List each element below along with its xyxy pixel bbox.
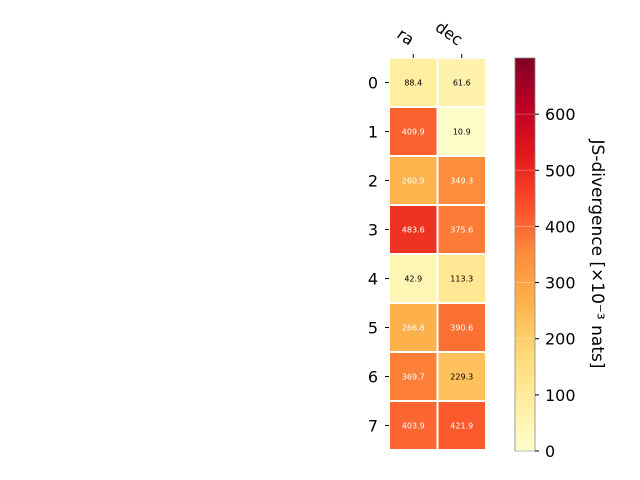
cell-value-label: 113.3	[450, 275, 473, 284]
colorbar-gradient	[514, 57, 536, 452]
cell-value-label: 229.3	[450, 373, 473, 382]
row-label: 2	[368, 172, 378, 191]
heatmap-cell-1-dec	[438, 108, 485, 155]
cell-value-label: 42.9	[404, 275, 422, 284]
heatmap-cell-5-ra	[390, 304, 437, 351]
heatmap-cell-2-ra	[390, 157, 437, 204]
row-label: 1	[368, 123, 378, 142]
heatmap-cell-3-ra	[390, 206, 437, 253]
heatmap-cell-7-dec	[438, 402, 485, 449]
cell-value-label: 409.9	[402, 128, 425, 137]
column-label: dec	[432, 17, 466, 49]
colorbar-label: JS-divergence [×10⁻³ nats]	[587, 139, 607, 369]
row-label: 3	[368, 221, 378, 240]
cell-value-label: 390.6	[450, 324, 473, 333]
row-label: 5	[368, 319, 378, 338]
colorbar-tick-label: 100	[545, 386, 576, 405]
heatmap-cell-0-dec	[438, 59, 485, 106]
colorbar-tick-label: 500	[545, 161, 576, 180]
colorbar-tick-label: 300	[545, 274, 576, 293]
cell-value-label: 10.9	[453, 128, 471, 137]
heatmap-cell-6-ra	[390, 353, 437, 400]
column-labels: ra dec	[394, 17, 466, 58]
cell-value-label: 266.8	[402, 324, 425, 333]
column-label: ra	[394, 24, 418, 49]
cell-value-label: 88.4	[404, 79, 422, 88]
heatmap-cell-4-ra	[390, 255, 437, 302]
row-label: 4	[368, 270, 378, 289]
heatmap-cell-2-dec	[438, 157, 485, 204]
cell-value-label: 403.9	[402, 422, 425, 431]
cell-value-label: 369.7	[402, 373, 425, 382]
row-label: 6	[368, 368, 378, 387]
colorbar-tick-label: 400	[545, 217, 576, 236]
colorbar-ticks: 0 100 200 300 400 500 600	[515, 105, 576, 461]
cell-value-label: 260.9	[402, 177, 425, 186]
heatmap-cell-3-dec	[438, 206, 485, 253]
heatmap-cell-7-ra	[390, 402, 437, 449]
heatmap-cell-4-dec	[438, 255, 485, 302]
colorbar: 0 100 200 300 400 500 600 JS-divergence [×10⁻³…	[514, 57, 607, 461]
cell-value-label: 61.6	[453, 79, 471, 88]
heatmap-cell-0-ra	[390, 59, 437, 106]
cell-value-label: 483.6	[402, 226, 425, 235]
heatmap-cell-1-ra	[390, 108, 437, 155]
row-labels: 0 1 2 3 4 5 6 7	[368, 74, 389, 436]
heatmap-cell-6-dec	[438, 353, 485, 400]
cell-value-label: 349.3	[450, 177, 473, 186]
heatmap-cell-5-dec	[438, 304, 485, 351]
cell-value-label: 375.6	[450, 226, 473, 235]
colorbar-tick-label: 600	[545, 105, 576, 124]
row-label: 7	[368, 417, 378, 436]
row-label: 0	[368, 74, 378, 93]
cell-value-label: 421.9	[450, 422, 473, 431]
colorbar-tick-label: 200	[545, 330, 576, 349]
heatmap-cells: 88.4 61.6 409.9 10.9 260.9 349.3 483.6 375.6 42.…	[390, 59, 485, 449]
colorbar-tick-label: 0	[545, 442, 555, 461]
